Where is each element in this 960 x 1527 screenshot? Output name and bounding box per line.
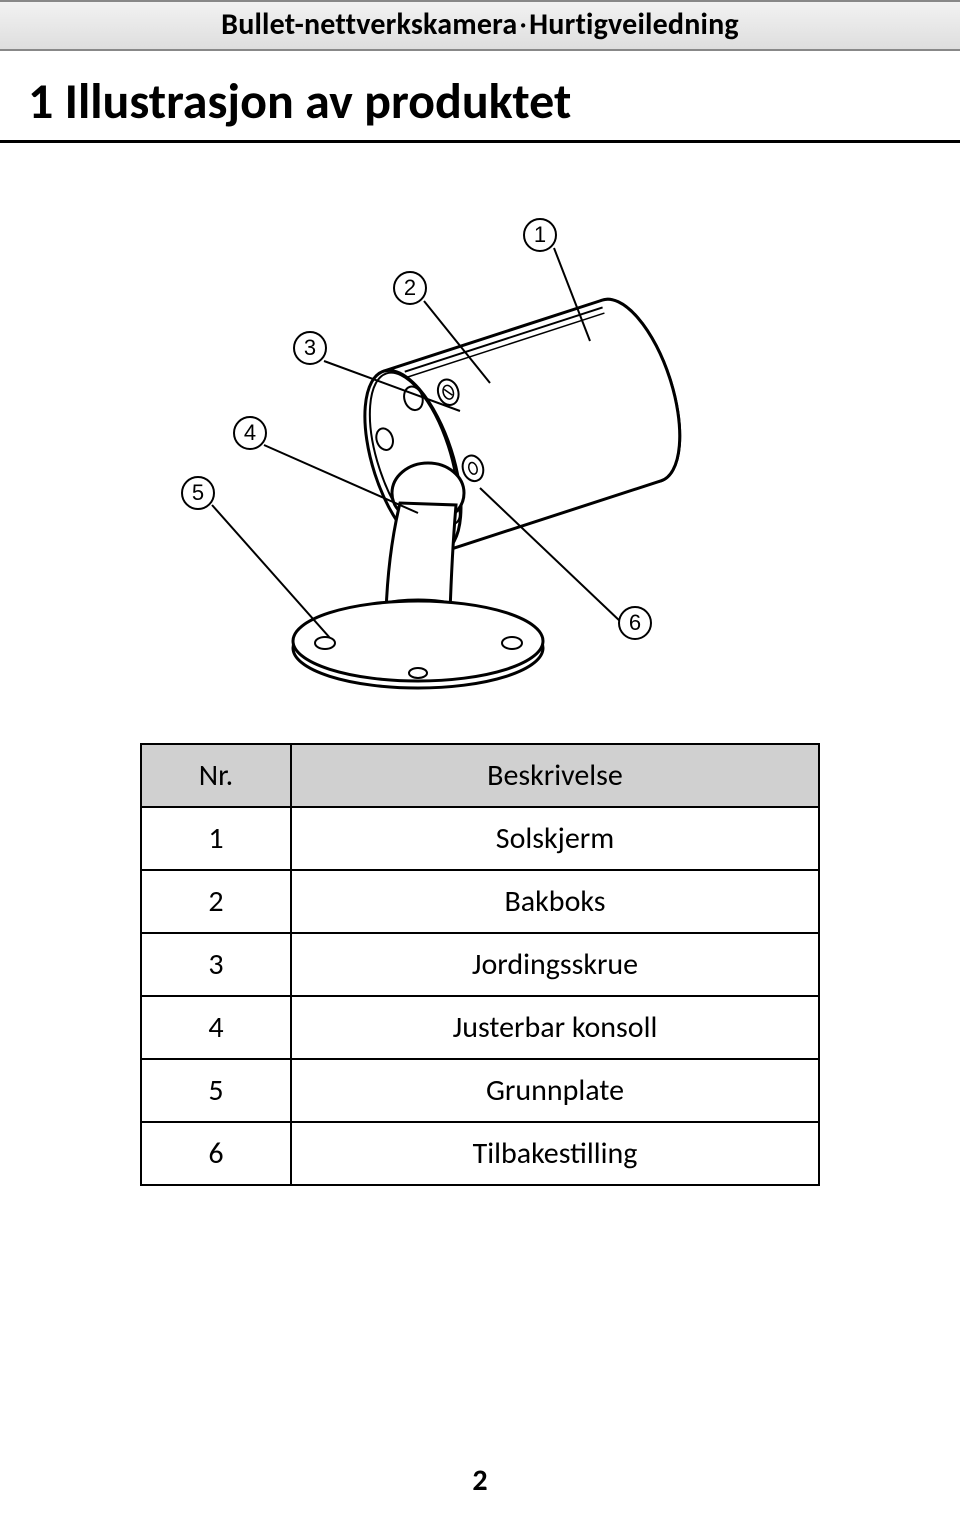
section-heading-wrap: 1 Illustrasjon av produktet: [0, 51, 960, 143]
camera-diagram-svg: 1 2 3 4 5 6: [160, 193, 800, 713]
section-number: 1: [28, 71, 53, 132]
table-row: 4Justerbar konsoll: [141, 996, 819, 1059]
cell-desc: Tilbakestilling: [291, 1122, 819, 1185]
header-doctype: Hurtigveiledning: [529, 6, 739, 43]
page-header: Bullet-nettverkskamera·Hurtigveiledning: [0, 0, 960, 51]
callout-label: 3: [304, 335, 316, 360]
table-row: 5Grunnplate: [141, 1059, 819, 1122]
header-product: Bullet-nettverkskamera: [221, 6, 517, 43]
parts-table: Nr. Beskrivelse 1Solskjerm2Bakboks3Jordi…: [140, 743, 820, 1186]
base-plate: [293, 601, 543, 688]
table-row: 1Solskjerm: [141, 807, 819, 870]
cell-nr: 5: [141, 1059, 291, 1122]
parts-tbody: 1Solskjerm2Bakboks3Jordingsskrue4Justerb…: [141, 807, 819, 1185]
header-title: Bullet-nettverkskamera·Hurtigveiledning: [221, 6, 739, 43]
parts-table-wrap: Nr. Beskrivelse 1Solskjerm2Bakboks3Jordi…: [0, 743, 960, 1226]
table-header-row: Nr. Beskrivelse: [141, 744, 819, 807]
cell-desc: Bakboks: [291, 870, 819, 933]
section-title: Illustrasjon av produktet: [65, 71, 572, 132]
page-number: 2: [0, 1462, 960, 1499]
cell-nr: 1: [141, 807, 291, 870]
callout-label: 4: [244, 420, 256, 445]
section-heading: 1 Illustrasjon av produktet: [28, 71, 960, 132]
header-beskrivelse: Beskrivelse: [291, 744, 819, 807]
callout-label: 2: [404, 275, 416, 300]
cell-desc: Grunnplate: [291, 1059, 819, 1122]
cell-desc: Jordingsskrue: [291, 933, 819, 996]
callout-label: 6: [629, 610, 641, 635]
table-row: 2Bakboks: [141, 870, 819, 933]
cell-nr: 3: [141, 933, 291, 996]
cell-nr: 2: [141, 870, 291, 933]
cell-nr: 4: [141, 996, 291, 1059]
header-nr: Nr.: [141, 744, 291, 807]
table-row: 3Jordingsskrue: [141, 933, 819, 996]
header-separator: ·: [517, 6, 529, 43]
cell-desc: Justerbar konsoll: [291, 996, 819, 1059]
callout-label: 5: [192, 480, 204, 505]
callout-label: 1: [534, 222, 546, 247]
cell-nr: 6: [141, 1122, 291, 1185]
table-row: 6Tilbakestilling: [141, 1122, 819, 1185]
product-diagram: 1 2 3 4 5 6: [0, 143, 960, 743]
cell-desc: Solskjerm: [291, 807, 819, 870]
